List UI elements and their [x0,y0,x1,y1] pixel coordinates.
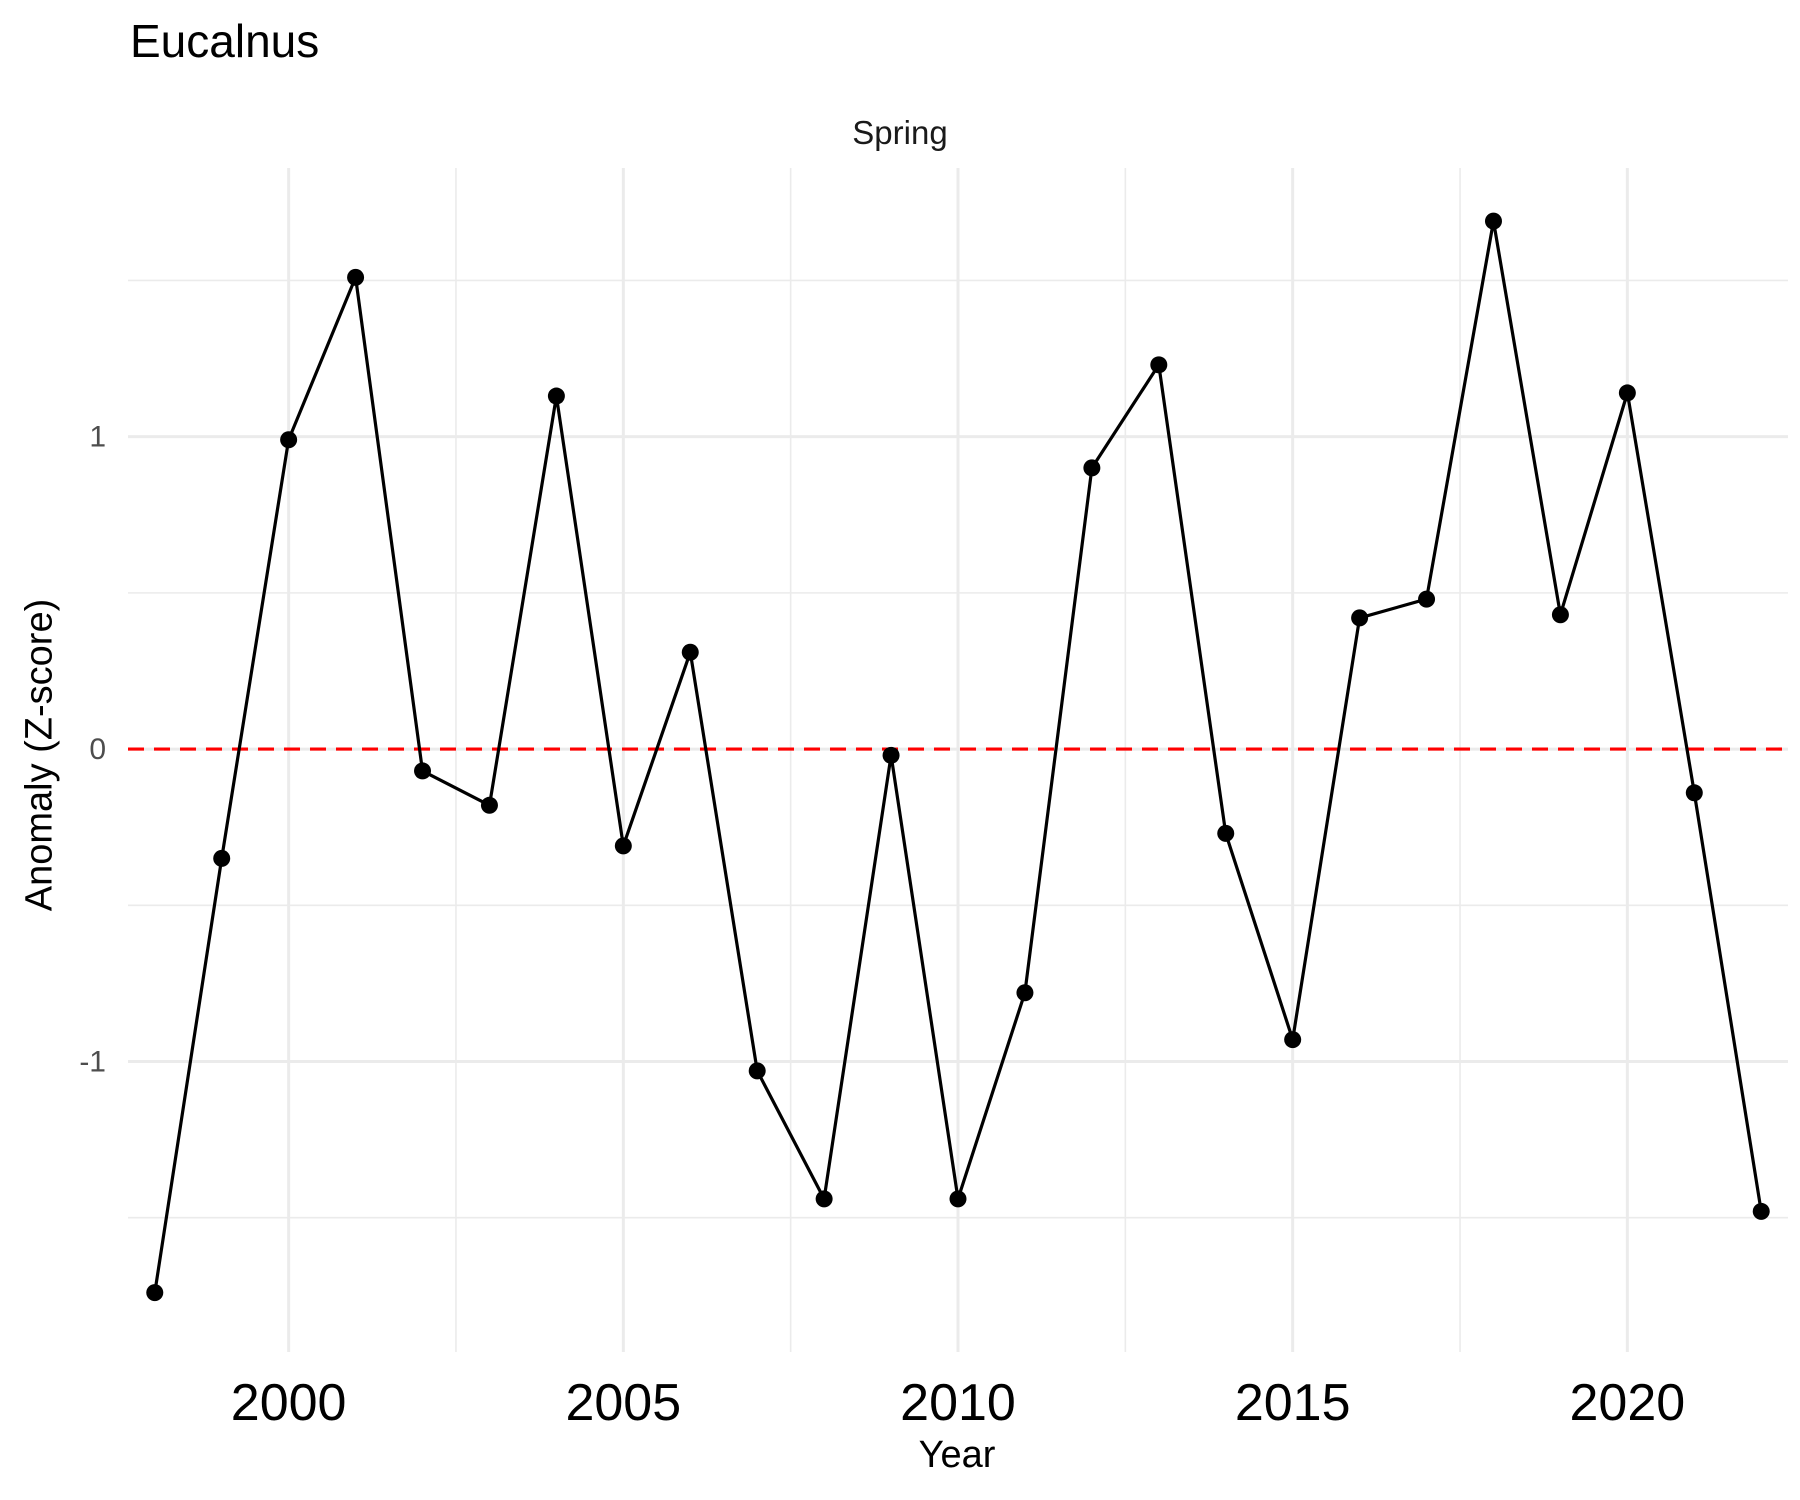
x-tick-label: 2010 [900,1374,1016,1432]
data-point [1016,984,1034,1002]
y-tick-label: -1 [79,1045,106,1078]
data-point [480,796,498,814]
data-point [414,762,432,780]
data-point [1217,824,1235,842]
data-point [748,1062,766,1080]
data-point [614,837,632,855]
data-point [213,849,231,867]
chart-title: Eucalnus [130,15,320,67]
data-point [280,431,298,449]
data-point [1618,384,1636,402]
data-point [1484,212,1502,230]
data-point [815,1190,833,1208]
data-point [1685,784,1703,802]
data-point [1551,606,1569,624]
y-tick-label: 1 [89,421,106,454]
x-tick-labels: 2000 2005 2010 2015 2020 [231,1374,1685,1432]
data-point [882,746,900,764]
major-gridlines [128,168,1788,1352]
data-point [949,1190,967,1208]
y-tick-labels: -1 0 1 [79,421,106,1079]
data-point [547,387,565,405]
data-point [1150,356,1168,374]
facet-label: Spring [852,114,948,151]
data-point [1284,1031,1302,1049]
x-tick-label: 2000 [231,1374,347,1432]
data-point [146,1284,164,1302]
data-points [146,212,1770,1302]
data-point [1752,1202,1770,1220]
x-tick-label: 2005 [565,1374,681,1432]
x-tick-label: 2015 [1235,1374,1351,1432]
x-tick-label: 2020 [1570,1374,1686,1432]
data-point [1418,590,1436,608]
data-point [681,643,699,661]
data-point [1083,459,1101,477]
data-point [1351,609,1369,627]
x-axis-label: Year [918,1434,996,1476]
data-point [347,268,365,286]
y-tick-label: 0 [89,733,106,766]
